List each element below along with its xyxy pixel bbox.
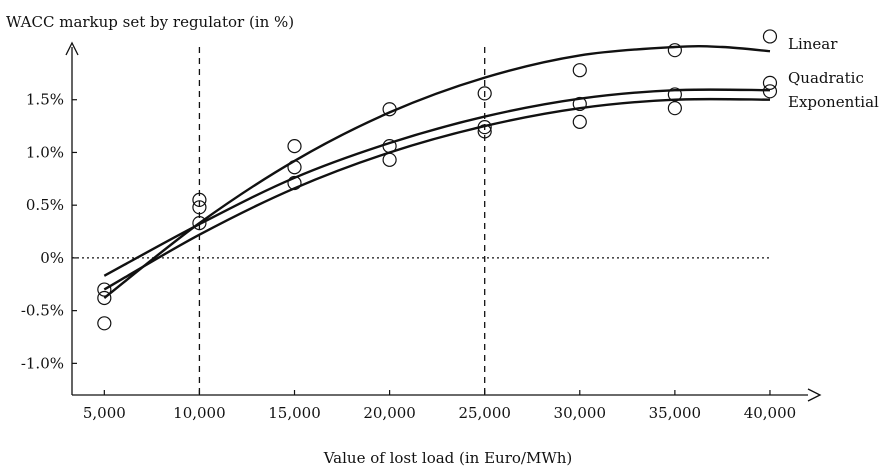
x-tick-label: 40,000 (744, 404, 797, 422)
x-tick-label: 15,000 (268, 404, 321, 422)
series-label-linear: Linear (788, 35, 838, 53)
data-point-exponential (382, 152, 397, 167)
fit-curves (103, 45, 771, 299)
data-point-quadratic (287, 160, 302, 175)
data-point-exponential (287, 175, 302, 191)
axes (65, 41, 822, 402)
series-label-exponential: Exponential (788, 93, 879, 111)
y-axis-arrow (65, 41, 79, 56)
x-tick-label: 20,000 (363, 404, 416, 422)
fit-curve-exponential (103, 97, 771, 291)
data-point-linear (192, 192, 207, 208)
x-tick-label: 10,000 (173, 404, 226, 422)
data-point-exponential (477, 124, 492, 139)
x-axis-title: Value of lost load (in Euro/MWh) (323, 449, 573, 467)
data-point-linear (382, 102, 397, 117)
y-tick-label: -1.0% (21, 354, 64, 372)
data-point-quadratic (477, 120, 492, 135)
x-tick-label: 30,000 (554, 404, 607, 422)
y-tick-label: 1.5% (26, 91, 64, 109)
data-point-exponential (762, 84, 778, 99)
reference-lines (72, 47, 770, 395)
x-tick-label: 35,000 (649, 404, 702, 422)
data-point-quadratic (762, 75, 778, 90)
data-point-linear (97, 282, 112, 297)
x-axis-arrow (807, 388, 822, 402)
x-ticks: 5,000 10,000 15,000 20,000 25,000 30,000 35,00… (83, 390, 796, 422)
data-point-linear (287, 139, 302, 154)
data-point-exponential (667, 101, 682, 116)
fit-curve-linear (103, 45, 771, 299)
data-point-quadratic (382, 139, 397, 154)
data-point-linear (572, 63, 587, 78)
y-axis-title: WACC markup set by regulator (in %) (6, 13, 294, 31)
data-point-quadratic (667, 87, 682, 102)
data-point-exponential (572, 114, 587, 129)
y-tick-label: 1.0% (26, 143, 64, 161)
series-label-quadratic: Quadratic (788, 69, 864, 87)
data-point-quadratic (572, 96, 587, 112)
y-tick-label: 0% (40, 249, 64, 267)
y-tick-label: 0.5% (26, 196, 64, 214)
data-point-exponential (97, 316, 112, 331)
fit-curve-quadratic (103, 88, 771, 277)
y-tick-label: -0.5% (21, 302, 64, 320)
data-points (97, 29, 778, 331)
data-point-exponential (192, 216, 207, 231)
series-labels: Linear Quadratic Exponential (788, 35, 879, 111)
data-point-quadratic (97, 290, 112, 306)
data-point-linear (477, 86, 492, 101)
data-point-linear (762, 29, 778, 44)
data-point-linear (667, 43, 682, 58)
y-ticks: -1.0% -0.5% 0% 0.5% 1.0% 1.5% (21, 91, 77, 372)
x-tick-label: 5,000 (83, 404, 126, 422)
data-point-quadratic (192, 200, 207, 215)
x-tick-label: 25,000 (458, 404, 511, 422)
